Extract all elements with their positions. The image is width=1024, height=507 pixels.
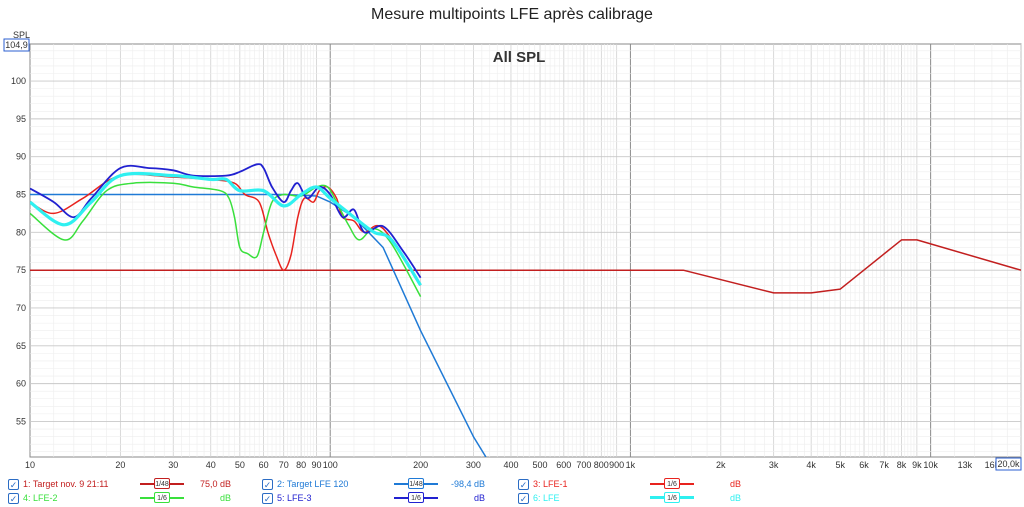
x-tick-label: 6k xyxy=(859,460,869,470)
x-tick-label: 90 xyxy=(311,460,321,470)
chart-title: Mesure multipoints LFE après calibrage xyxy=(371,6,653,23)
legend-value: dB xyxy=(219,493,231,503)
legend-checkbox[interactable]: ✓ xyxy=(8,478,19,490)
series-line-4 xyxy=(30,181,422,297)
x-tick-label: 50 xyxy=(235,460,245,470)
legend-smoothing-badge[interactable]: 1/6 xyxy=(154,492,170,503)
series-line-6 xyxy=(30,171,422,287)
legend-label: 6: LFE xyxy=(533,493,560,503)
x-tick-label: 400 xyxy=(503,460,518,470)
legend-label: 4: LFE-2 xyxy=(23,493,58,503)
x-tick-label: 16k xyxy=(985,460,1000,470)
legend: ✓ 1: Target nov. 9 21:11 1/48 75,0 dB ✓ 2: Ta… xyxy=(0,476,1024,507)
legend-item[interactable]: ✓ 5: LFE-3 xyxy=(262,491,312,505)
chart-subtitle: All SPL xyxy=(493,49,546,66)
legend-checkbox[interactable]: ✓ xyxy=(518,478,529,490)
series-line-5 xyxy=(30,163,422,279)
legend-label: 3: LFE-1 xyxy=(533,479,568,489)
legend-item[interactable]: ✓ 3: LFE-1 xyxy=(518,477,568,491)
legend-item[interactable]: ✓ 4: LFE-2 xyxy=(8,491,58,505)
legend-line-swatch[interactable]: 1/6 xyxy=(394,491,438,505)
x-tick-label: 70 xyxy=(279,460,289,470)
x-tick-label: 500 xyxy=(533,460,548,470)
legend-smoothing-badge[interactable]: 1/48 xyxy=(408,478,424,489)
y-max-value: 104,9 xyxy=(5,40,28,50)
x-tick-label: 1k xyxy=(626,460,636,470)
x-tick-label: 9k xyxy=(912,460,922,470)
legend-line-swatch[interactable]: 1/6 xyxy=(650,491,694,505)
y-tick-label: 100 xyxy=(11,76,26,86)
legend-item[interactable]: ✓ 6: LFE xyxy=(518,491,560,505)
x-tick-label: 100 xyxy=(323,460,338,470)
legend-value: dB xyxy=(473,493,485,503)
x-tick-label: 10 xyxy=(25,460,35,470)
legend-value: -98,4 dB xyxy=(450,479,485,489)
x-tick-label: 200 xyxy=(413,460,428,470)
series-line-1 xyxy=(30,239,1021,294)
y-tick-label: 80 xyxy=(16,227,26,237)
legend-item[interactable]: ✓ 1: Target nov. 9 21:11 xyxy=(8,477,109,491)
x-tick-label: 13k xyxy=(958,460,973,470)
legend-line-swatch[interactable]: 1/6 xyxy=(140,491,184,505)
legend-smoothing-badge[interactable]: 1/6 xyxy=(408,492,424,503)
y-tick-label: 95 xyxy=(16,114,26,124)
x-tick-label: 600 xyxy=(556,460,571,470)
x-tick-label: 10k xyxy=(923,460,938,470)
x-tick-label: 700 xyxy=(576,460,591,470)
y-max-box xyxy=(3,38,30,52)
legend-checkbox[interactable]: ✓ xyxy=(262,492,273,504)
y-tick-label: 70 xyxy=(16,303,26,313)
x-max-value: 20,0k xyxy=(997,459,1020,469)
legend-value: dB xyxy=(729,479,741,489)
legend-line-swatch[interactable]: 1/6 xyxy=(650,477,694,491)
legend-checkbox[interactable]: ✓ xyxy=(518,492,529,504)
legend-line-swatch[interactable]: 1/48 xyxy=(140,477,184,491)
x-tick-label: 8k xyxy=(897,460,907,470)
y-tick-label: 55 xyxy=(16,416,26,426)
x-tick-label: 20 xyxy=(115,460,125,470)
x-tick-label: 900 xyxy=(609,460,624,470)
y-tick-label: 90 xyxy=(16,152,26,162)
legend-value: dB xyxy=(729,493,741,503)
x-tick-label: 3k xyxy=(769,460,779,470)
x-tick-label: 2k xyxy=(716,460,726,470)
legend-value: 75,0 dB xyxy=(199,479,231,489)
x-tick-label: 800 xyxy=(594,460,609,470)
x-max-box xyxy=(995,457,1022,471)
legend-label: 1: Target nov. 9 21:11 xyxy=(23,479,109,489)
x-tick-label: 30 xyxy=(168,460,178,470)
legend-smoothing-badge[interactable]: 1/48 xyxy=(154,478,170,489)
x-tick-label: 40 xyxy=(206,460,216,470)
legend-label: 2: Target LFE 120 xyxy=(277,479,349,489)
legend-label: 5: LFE-3 xyxy=(277,493,312,503)
x-tick-label: 7k xyxy=(879,460,889,470)
x-tick-label: 60 xyxy=(259,460,269,470)
legend-checkbox[interactable]: ✓ xyxy=(262,478,273,490)
y-tick-label: 65 xyxy=(16,341,26,351)
legend-checkbox[interactable]: ✓ xyxy=(8,492,19,504)
legend-item[interactable]: ✓ 2: Target LFE 120 xyxy=(262,477,348,491)
y-tick-label: 75 xyxy=(16,265,26,275)
x-tick-label: 300 xyxy=(466,460,481,470)
legend-smoothing-badge[interactable]: 1/6 xyxy=(664,478,680,489)
x-tick-label: 4k xyxy=(806,460,816,470)
x-tick-label: 5k xyxy=(835,460,845,470)
y-tick-label: 85 xyxy=(16,190,26,200)
legend-smoothing-badge[interactable]: 1/6 xyxy=(664,492,680,503)
y-axis-label: SPL xyxy=(13,30,30,40)
x-tick-label: 80 xyxy=(296,460,306,470)
legend-line-swatch[interactable]: 1/48 xyxy=(394,477,438,491)
y-tick-label: 60 xyxy=(16,379,26,389)
